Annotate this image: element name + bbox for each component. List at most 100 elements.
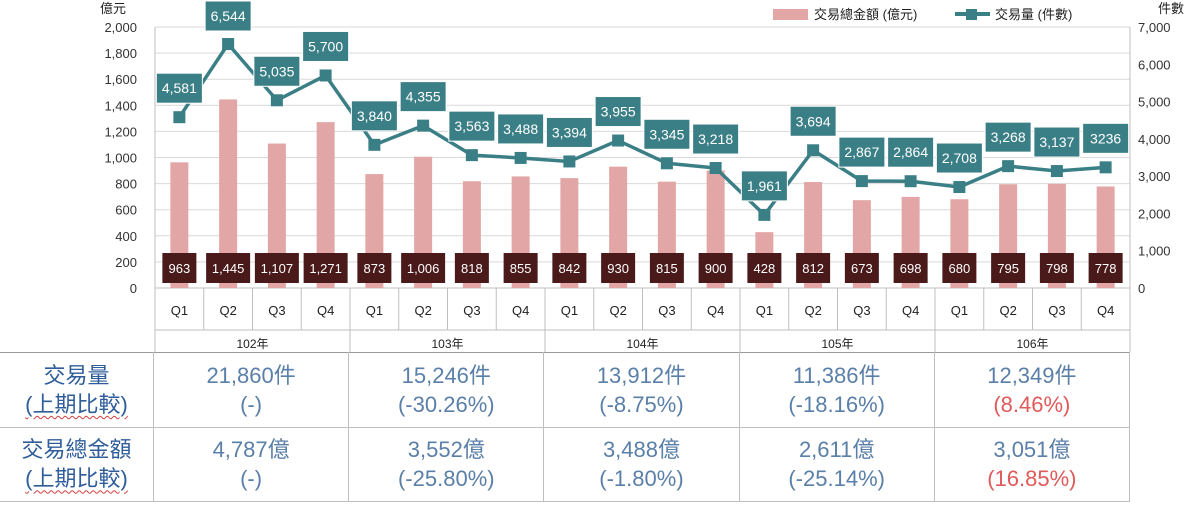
cell-change: (-1.80%) (599, 466, 684, 492)
bar-data-label: 873 (364, 261, 386, 276)
bar-label-box (1088, 253, 1123, 283)
line-data-label: 5,700 (308, 38, 343, 54)
line-series (177, 42, 1106, 217)
line-label-box (399, 81, 447, 113)
line-data-label: 6,544 (211, 8, 246, 24)
bar (267, 143, 286, 288)
row-header-title: 交易總金額 (21, 437, 132, 463)
x-tick-label: Q4 (1097, 303, 1114, 318)
cell-value: 11,386件 (792, 362, 881, 388)
right-tick-label: 1,000 (1138, 244, 1171, 259)
bar-data-label: 673 (851, 261, 873, 276)
table-cell: 15,246件 (-30.26%) (348, 352, 545, 428)
line-point (855, 175, 868, 188)
bar-label-box (454, 253, 489, 283)
legend-bar-swatch (773, 9, 808, 20)
right-tick-label: 7,000 (1138, 20, 1171, 35)
line-label-box (838, 136, 886, 168)
line-label-box (740, 170, 788, 202)
bar-label-box (206, 253, 251, 283)
x-tick-label: Q1 (366, 303, 383, 318)
line-data-label: 3,840 (357, 108, 392, 124)
bar-label-box (552, 253, 587, 283)
line-point (222, 38, 235, 51)
legend-line-marker (966, 9, 977, 20)
line-point (465, 149, 478, 162)
bar-data-label: 842 (559, 261, 581, 276)
x-tick-label: Q4 (707, 303, 724, 318)
line-label-box (692, 123, 740, 155)
x-tick-label: Q1 (171, 303, 188, 318)
table-cell: 12,349件 (8.46%) (933, 352, 1131, 428)
cell-value: 15,246件 (401, 362, 491, 388)
left-tick-label: 1,200 (104, 124, 137, 139)
line-point (953, 181, 966, 194)
x-tick-label: Q2 (999, 303, 1016, 318)
bar-data-label: 818 (461, 261, 483, 276)
cell-change: (-30.26%) (397, 391, 495, 417)
left-tick-label: 600 (115, 203, 137, 218)
line-data-label: 1,961 (747, 178, 782, 194)
cell-value: 12,349件 (987, 362, 1077, 388)
bar (219, 99, 238, 289)
line-label-box (789, 105, 837, 137)
year-label: 104年 (626, 337, 658, 351)
summary-table: 交易量 (上期比較) 21,860件 (-) 15,246件 (-30.26%) 1… (0, 352, 1131, 502)
table-row-volume: 交易量 (上期比較) 21,860件 (-) 15,246件 (-30.26%) 1… (0, 352, 1131, 428)
line-data-label: 4,355 (406, 89, 441, 105)
cell-value: 13,912件 (596, 362, 687, 388)
right-axis-unit: 件數 (1158, 1, 1184, 16)
table-cell: 4,787億 (-) (152, 426, 350, 502)
left-tick-label: 1,800 (104, 46, 137, 61)
x-tick-label: Q1 (951, 303, 968, 318)
right-tick-label: 5,000 (1138, 95, 1171, 110)
bar-label-box (254, 253, 299, 283)
line-label-box (935, 142, 983, 174)
line-label-box (1033, 126, 1081, 158)
row-header-volume: 交易量 (上期比較) (0, 352, 154, 428)
x-tick-label: Q4 (512, 303, 529, 318)
line-data-label: 3,137 (1039, 134, 1074, 150)
line-point (612, 134, 625, 147)
bar-label-box (796, 253, 831, 283)
bar-data-label: 1,006 (407, 261, 440, 276)
left-tick-label: 2,000 (104, 20, 137, 35)
table-cell: 3,488億 (-1.80%) (543, 426, 740, 502)
bar-data-label: 900 (705, 261, 727, 276)
bar (316, 122, 335, 289)
x-tick-label: Q3 (463, 303, 480, 318)
cell-value: 21,860件 (206, 362, 296, 388)
right-tick-label: 4,000 (1138, 132, 1171, 147)
bar-data-label: 798 (1046, 261, 1068, 276)
line-data-label: 3236 (1090, 130, 1121, 146)
row-header-amount: 交易總金額 (上期比較) (0, 426, 154, 502)
bar-data-label: 855 (510, 261, 532, 276)
bar-data-label: 1,107 (261, 261, 294, 276)
year-label: 103年 (431, 337, 463, 351)
table-cell: 13,912件 (-8.75%) (543, 352, 740, 428)
line-label-box (1082, 122, 1130, 154)
x-tick-label: Q4 (317, 303, 334, 318)
line-point (660, 157, 673, 170)
x-tick-label: Q2 (414, 303, 431, 318)
line-label-box (984, 121, 1032, 153)
bar-data-label: 1,445 (212, 261, 245, 276)
line-data-label: 2,867 (844, 144, 879, 160)
line-label-box (497, 113, 545, 145)
left-tick-label: 1,600 (104, 72, 137, 87)
cell-change: (-) (240, 466, 263, 492)
line-point (1050, 165, 1063, 178)
x-tick-label: Q3 (1048, 303, 1065, 318)
bar-data-label: 698 (900, 261, 922, 276)
row-header-subtitle: (上期比較) (25, 466, 128, 492)
line-point (807, 144, 820, 157)
combo-chart: 0 200 400 600 800 1,000 1,200 1,400 1,600 1,800 2,… (100, 0, 1184, 352)
year-label: 105年 (821, 337, 853, 351)
line-label-box (545, 116, 593, 148)
right-tick-label: 0 (1138, 281, 1145, 296)
bar-label-box (942, 253, 977, 283)
table-cell: 3,552億 (-25.80%) (348, 426, 545, 502)
row-header-title: 交易量 (43, 362, 110, 388)
table-row-amount: 交易總金額 (上期比較) 4,787億 (-) 3,552億 (-25.80%) 3… (0, 426, 1131, 502)
bar-label-box (503, 253, 538, 283)
